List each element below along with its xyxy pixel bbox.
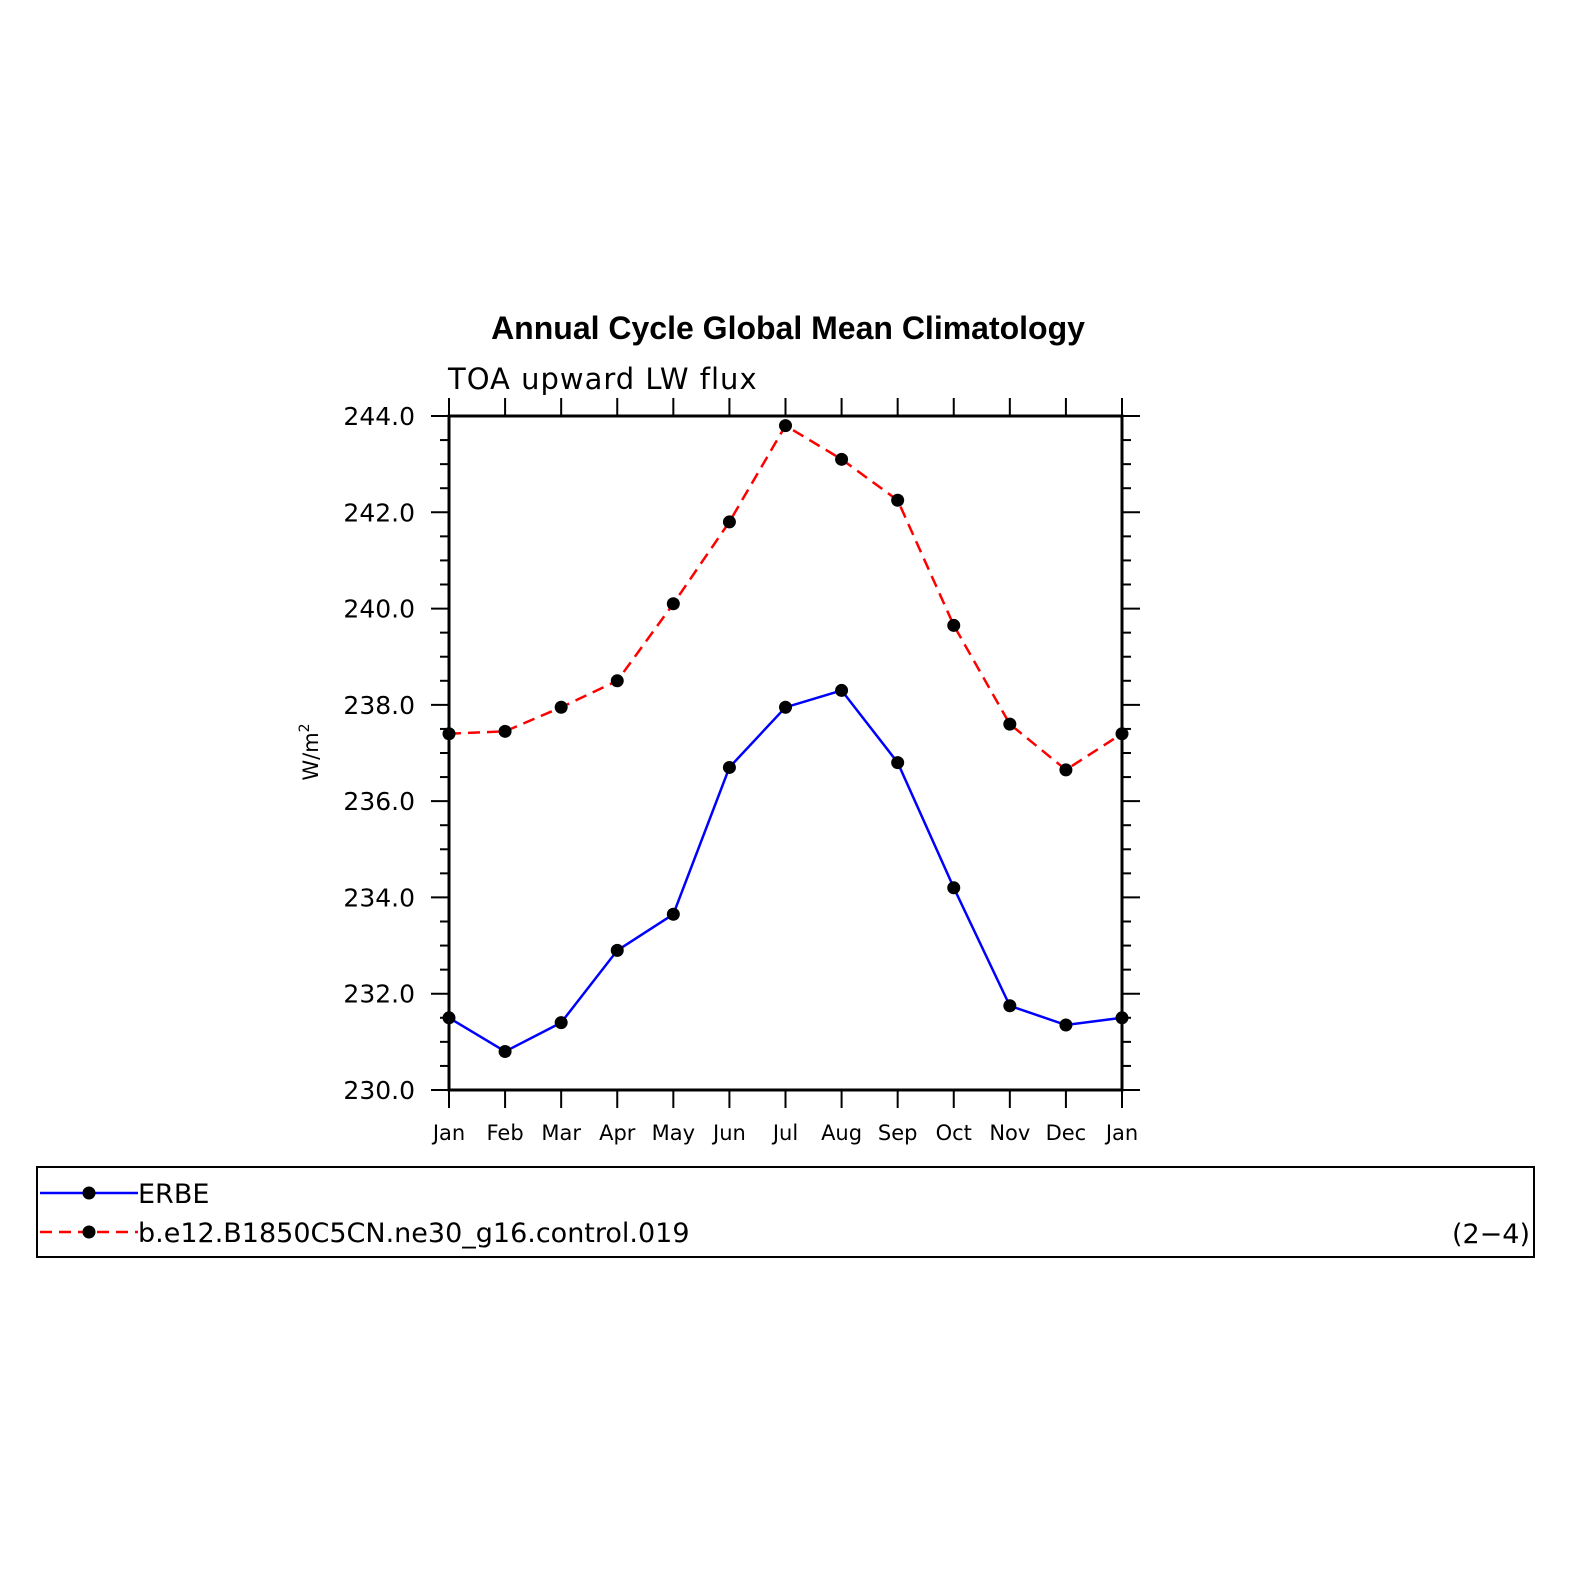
y-axis-label: W/m2 <box>297 723 323 780</box>
x-tick-label: Sep <box>878 1121 918 1145</box>
chart-title: Annual Cycle Global Mean Climatology <box>491 310 1085 346</box>
series-1-point <box>666 907 680 921</box>
y-tick-label: 244.0 <box>343 402 415 431</box>
legend-label-1: ERBE <box>138 1179 209 1210</box>
series-1-point <box>442 1011 456 1025</box>
chart-subtitle: TOA upward LW flux <box>447 362 758 396</box>
series-1-point <box>891 756 905 770</box>
panel-label: (2−4) <box>1452 1219 1530 1250</box>
series-2-point <box>1059 763 1073 777</box>
plot-frame <box>447 414 1124 1092</box>
x-tick-label: Dec <box>1046 1121 1087 1145</box>
legend-label-2: b.e12.B1850C5CN.ne30_g16.control.019 <box>138 1218 690 1249</box>
x-tick-label: Jan <box>431 1121 465 1145</box>
y-axis-label-main: W/m <box>299 732 323 780</box>
x-tick-label: May <box>652 1121 695 1145</box>
series-1-point <box>835 683 849 697</box>
series-2-point <box>498 724 512 738</box>
x-tick-label: Oct <box>936 1121 972 1145</box>
series-2-point <box>666 597 680 611</box>
legend-marker-2 <box>82 1225 96 1239</box>
series-2-point <box>1003 717 1017 731</box>
y-axis-label-superscript: 2 <box>297 723 313 732</box>
x-tick-label: Apr <box>599 1121 636 1145</box>
legend-box <box>36 1166 1535 1258</box>
y-tick-label: 234.0 <box>343 883 415 912</box>
series-line-1 <box>448 688 1123 1053</box>
series-1-point <box>779 700 792 714</box>
y-tick-label: 242.0 <box>343 498 415 527</box>
series-1-point <box>610 943 624 957</box>
series-2-point <box>554 700 568 714</box>
y-tick-label: 230.0 <box>343 1076 415 1105</box>
series-1-point <box>498 1044 512 1058</box>
series-1-point <box>554 1016 568 1030</box>
series-group <box>442 419 1129 1058</box>
series-1-point <box>1003 999 1017 1013</box>
axes: 230.0 232.0 234.0 236.0 238.0 240.0 242.0 244.0… <box>343 398 1140 1145</box>
legend: ERBE b.e12.B1850C5CN.ne30_g16.control.019 <box>40 1179 690 1249</box>
series-2-point <box>1115 727 1129 741</box>
x-tick-label: Nov <box>989 1121 1030 1145</box>
series-2-point <box>610 674 624 688</box>
series-2-point <box>442 727 456 741</box>
svg-text:W/m2: W/m2 <box>297 723 323 780</box>
series-1-point <box>947 881 961 895</box>
series-1-point <box>1115 1011 1129 1025</box>
series-1-point <box>1059 1018 1073 1032</box>
y-tick-label: 240.0 <box>343 595 415 624</box>
x-tick-label: Mar <box>541 1121 581 1145</box>
y-tick-label: 238.0 <box>343 691 415 720</box>
series-2-point <box>779 419 792 433</box>
x-tick-label: Jan <box>1104 1121 1138 1145</box>
x-tick-label: Jul <box>771 1121 798 1145</box>
series-2-point <box>891 493 905 507</box>
y-tick-label: 232.0 <box>343 980 415 1009</box>
x-tick-label: Feb <box>486 1121 523 1145</box>
series-1-point <box>722 760 736 774</box>
y-tick-label: 236.0 <box>343 787 415 816</box>
series-2-point <box>722 515 736 529</box>
legend-marker-1 <box>82 1186 96 1200</box>
x-tick-label: Aug <box>821 1121 862 1145</box>
series-2-point <box>947 618 961 632</box>
series-2-point <box>835 452 849 466</box>
series-line-2 <box>448 423 1123 772</box>
x-tick-label: Jun <box>711 1121 746 1145</box>
